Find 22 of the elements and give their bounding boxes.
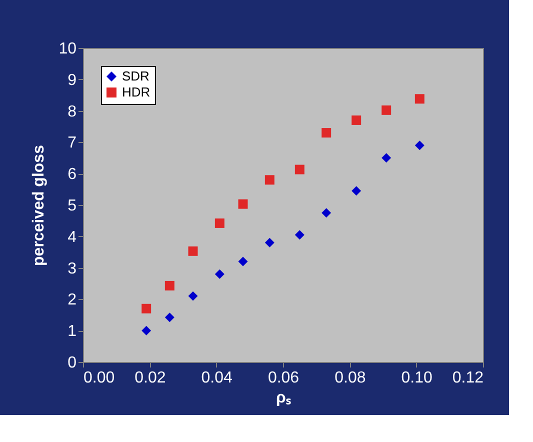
y-axis-title: perceived gloss	[30, 144, 48, 266]
x-tick-label: 0.04	[201, 370, 233, 386]
x-axis-title: ρₛ	[276, 390, 291, 406]
x-tick-label: 0.06	[268, 370, 300, 386]
y-tick-label: 5	[68, 198, 77, 214]
x-tick-label: 0.08	[334, 370, 366, 386]
y-tick-label: 6	[68, 166, 77, 184]
legend-label: SDR	[122, 68, 150, 84]
y-tick-label: 8	[68, 103, 77, 120]
y-tick-label: 3	[68, 260, 77, 278]
y-tick-label: 4	[68, 228, 77, 246]
y-tick-label: 7	[68, 134, 77, 152]
y-tick-label: 1	[68, 323, 77, 340]
y-tick-label: 2	[68, 292, 77, 309]
x-tick-label: 0.02	[134, 370, 166, 386]
x-tick-label: 0.12	[452, 370, 484, 386]
legend-label: HDR	[122, 84, 150, 100]
y-tick-label: 9	[68, 72, 77, 89]
y-tick-label: 0	[68, 354, 77, 372]
y-tick-label: 10	[58, 40, 77, 58]
x-tick-label: 0.10	[401, 370, 433, 386]
x-tick-label: 0.00	[84, 370, 115, 386]
